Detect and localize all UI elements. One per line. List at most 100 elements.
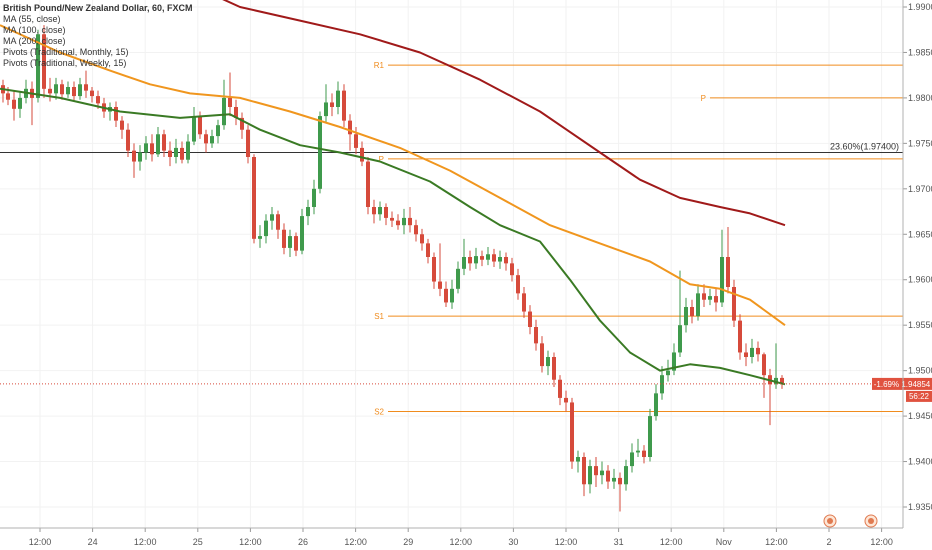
candle-body [438, 281, 442, 289]
candle-body [336, 90, 340, 107]
candle-body [150, 143, 154, 155]
candle-body [612, 477, 616, 482]
candle-body [426, 243, 430, 257]
candle-body [666, 370, 670, 376]
candle-body [360, 147, 364, 162]
candle-body [60, 84, 64, 95]
countdown-badge [906, 390, 932, 402]
y-tick-label: 1.95000 [908, 366, 932, 376]
candle-body [606, 470, 610, 482]
candle-body [660, 375, 664, 394]
y-tick-label: 1.98500 [908, 47, 932, 57]
y-tick-label: 1.95500 [908, 320, 932, 330]
pivot-label: R1 [374, 61, 385, 70]
candle-body [258, 236, 262, 239]
candle-body [300, 216, 304, 251]
candle-body [570, 402, 574, 462]
candle-body [762, 354, 766, 376]
candle-body [210, 136, 214, 144]
y-tick-label: 1.98000 [908, 93, 932, 103]
candle-body [96, 96, 100, 104]
candle-body [198, 116, 202, 135]
y-tick-label: 1.93500 [908, 502, 932, 512]
legend-ma100[interactable]: MA (100, close) [3, 25, 66, 35]
x-tick-label: 12:00 [134, 537, 157, 547]
candle-body [132, 150, 136, 162]
candle-body [618, 477, 622, 485]
candle-body [240, 117, 244, 130]
candle-body [318, 116, 322, 189]
candle-body [330, 102, 334, 107]
candle-body [456, 268, 460, 289]
candle-body [522, 293, 526, 312]
candle-body [552, 357, 556, 380]
candle-body [582, 457, 586, 485]
candle-body [654, 393, 658, 417]
candle-body [54, 84, 58, 94]
candle-body [564, 397, 568, 403]
candle-body [366, 161, 370, 207]
candle-body [138, 152, 142, 162]
candle-body [228, 97, 232, 107]
candle-body [720, 257, 724, 303]
candle-body [84, 84, 88, 91]
candle-body [510, 263, 514, 276]
candle-body [642, 450, 646, 457]
candle-body [504, 257, 508, 264]
x-tick-label: 12:00 [344, 537, 367, 547]
candle-body [630, 452, 634, 467]
legend-ma200[interactable]: MA (200, close) [3, 36, 66, 46]
candle-body [174, 147, 178, 157]
y-tick-label: 1.96500 [908, 229, 932, 239]
legend-pivots-monthly[interactable]: Pivots (Traditional, Monthly, 15) [3, 47, 129, 57]
candle-body [156, 134, 160, 155]
candle-body [738, 320, 742, 353]
x-tick-label: 30 [508, 537, 518, 547]
chart-title: British Pound/New Zealand Dollar, 60, FX… [3, 3, 193, 13]
y-tick-label: 1.96000 [908, 275, 932, 285]
x-tick-label: 12:00 [660, 537, 683, 547]
candle-body [588, 466, 592, 485]
candle-body [312, 188, 316, 207]
candle-body [708, 296, 712, 300]
event-markers[interactable] [823, 514, 878, 528]
y-tick-label: 1.97000 [908, 184, 932, 194]
candle-body [420, 234, 424, 244]
candle-body [744, 352, 748, 357]
candle-body [162, 134, 166, 151]
x-tick-label: 12:00 [450, 537, 473, 547]
candle-body [450, 288, 454, 303]
candle-body [498, 257, 502, 262]
y-tick-label: 1.94000 [908, 457, 932, 467]
ma100-line [0, 24, 786, 327]
legend-pivots-weekly[interactable]: Pivots (Traditional, Weekly, 15) [3, 58, 127, 68]
candle-body [42, 34, 46, 89]
pivot-label: P [379, 155, 384, 164]
candle-body [390, 217, 394, 221]
candle-body [354, 134, 358, 148]
candle-body [246, 129, 250, 157]
candle-body [714, 296, 718, 303]
candle-body [468, 257, 472, 264]
candle-body [264, 220, 268, 237]
ma55-line [0, 87, 786, 386]
candle-body [36, 34, 40, 98]
candle-body [402, 217, 406, 226]
candle-body [168, 150, 172, 157]
candle-body [252, 157, 256, 239]
legend-ma55[interactable]: MA (55, close) [3, 14, 61, 24]
candle-body [186, 141, 190, 160]
x-tick-label: 12:00 [765, 537, 788, 547]
candle-body [378, 207, 382, 215]
x-tick-label: 2 [826, 537, 831, 547]
candle-body [516, 275, 520, 294]
candle-body [780, 377, 784, 384]
candle-body [348, 120, 352, 135]
pivot-label: P [701, 94, 706, 103]
ma200-line [222, 0, 786, 227]
pivot-label: S1 [374, 312, 384, 321]
x-tick-label: 29 [403, 537, 413, 547]
x-tick-label: 24 [88, 537, 98, 547]
